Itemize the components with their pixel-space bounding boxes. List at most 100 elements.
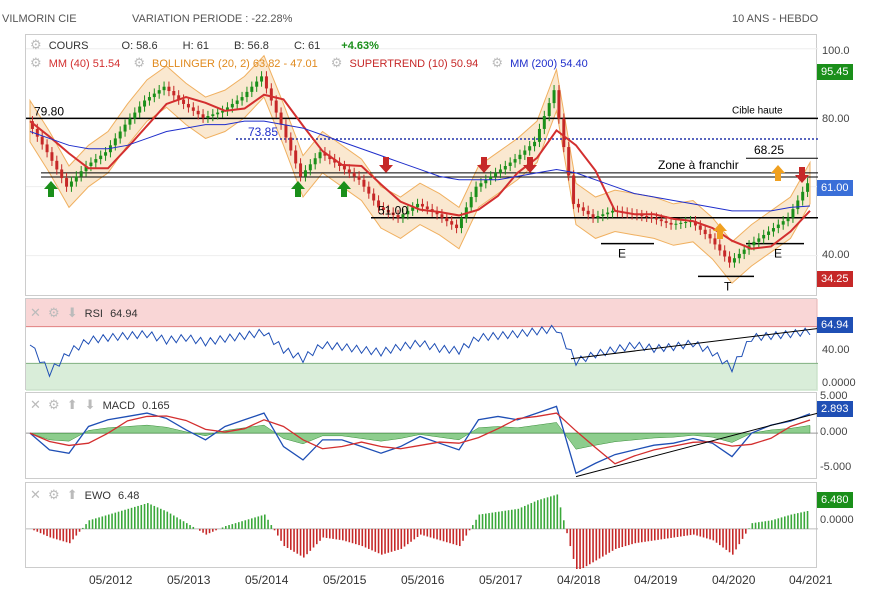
candle-body: [698, 225, 702, 230]
ewo-bar: [163, 510, 165, 529]
ewo-bar: [173, 515, 175, 529]
ewo-bar: [800, 512, 802, 529]
arrow-down-icon[interactable]: ⬇: [66, 305, 78, 320]
candle-body: [167, 86, 171, 92]
ewo-legend: ✕ ⚙ ⬆ EWO 6.48: [30, 487, 139, 503]
gear-icon[interactable]: ⚙: [330, 55, 343, 70]
ewo-bar: [345, 528, 347, 542]
ewo-bar: [663, 528, 666, 539]
ewo-bar: [381, 528, 383, 555]
arrow-down-icon[interactable]: ⬇: [84, 397, 96, 412]
mm40-label[interactable]: MM (40) 51.54: [48, 58, 121, 70]
candle-body: [508, 162, 512, 166]
label-79-80: 79.80: [34, 104, 64, 118]
ewo-bar: [351, 528, 354, 544]
candle-body: [45, 144, 49, 153]
candle-body: [289, 137, 293, 151]
x-tick-label: 04/2018: [557, 573, 601, 587]
ewo-bar: [511, 509, 513, 529]
gear-icon[interactable]: ⚙: [133, 55, 145, 70]
candle-body: [245, 91, 249, 98]
candle-body: [60, 169, 64, 179]
ewo-bar: [91, 519, 94, 529]
candle-body: [274, 100, 278, 113]
ewo-bar: [527, 504, 529, 529]
gear-icon[interactable]: ⚙: [47, 305, 60, 320]
close-icon[interactable]: ✕: [30, 305, 41, 320]
ewo-bar: [637, 528, 640, 543]
candle-body: [664, 221, 668, 223]
sell-arrow-icon: [795, 167, 809, 183]
candle-body: [69, 181, 73, 187]
x-tick-label: 05/2017: [479, 573, 523, 587]
ewo-tick-0: 0.0000: [820, 514, 854, 526]
ewo-bar: [498, 511, 500, 529]
candle-body: [762, 234, 766, 239]
label-e2: E: [774, 247, 782, 261]
candle-body: [269, 88, 273, 101]
ewo-bar: [225, 526, 227, 529]
candle-body: [659, 219, 663, 222]
ewo-bar: [771, 520, 773, 529]
ewo-bar: [485, 513, 487, 529]
bollinger-label[interactable]: BOLLINGER (20, 2) 63.82 - 47.01: [152, 58, 318, 70]
ewo-bar: [579, 528, 581, 570]
rsi-tick-40: 40.00: [822, 344, 850, 356]
ewo-bar: [784, 516, 786, 529]
price-panel: 79.80 73.85 68.25 51.00 Cible haute Zone à fr…: [25, 34, 818, 296]
ewo-bar: [787, 515, 789, 529]
buy-arrow-icon: [771, 165, 785, 181]
candle-body: [693, 221, 697, 226]
buy-arrow-icon: [337, 181, 351, 197]
candle-body: [586, 210, 590, 215]
ewo-bar: [182, 521, 185, 529]
candle-body: [776, 224, 780, 229]
ewo-bar: [472, 525, 474, 529]
candle-body: [450, 221, 454, 225]
ewo-bar: [202, 528, 204, 533]
ewo-bar: [790, 514, 793, 529]
ewo-bar: [257, 516, 260, 529]
ewo-bar: [153, 505, 156, 529]
ewo-bar: [615, 528, 617, 549]
candle-body: [723, 250, 727, 257]
ewo-bar: [520, 507, 523, 529]
ewo-bar: [667, 528, 669, 539]
candle-body: [801, 191, 805, 201]
gear-icon[interactable]: ⚙: [30, 55, 42, 70]
period-label[interactable]: 10 ANS - HEBDO: [732, 13, 819, 25]
candle-body: [177, 95, 181, 100]
ewo-bar: [264, 514, 266, 529]
ewo-bar: [751, 523, 754, 529]
candle-body: [284, 124, 288, 138]
candle-body: [606, 212, 610, 215]
gear-icon[interactable]: ⚙: [30, 37, 42, 52]
price-legend-row1: ⚙ COURS O: 58.6 H: 61 B: 56.8 C: 61 +4.6…: [30, 37, 379, 53]
candle-body: [411, 207, 415, 211]
ewo-bar: [764, 521, 767, 529]
label-e1: E: [618, 247, 626, 261]
arrow-up-icon[interactable]: ⬆: [66, 487, 78, 502]
ewo-bar: [624, 528, 627, 547]
close-icon[interactable]: ✕: [30, 487, 41, 502]
close-icon[interactable]: ✕: [30, 397, 41, 412]
gear-icon[interactable]: ⚙: [47, 397, 60, 412]
ewo-bar: [540, 499, 542, 529]
macd-legend: ✕ ⚙ ⬆ ⬇ MACD 0.165: [30, 397, 170, 413]
ewo-bar: [88, 520, 91, 529]
mm200-label[interactable]: MM (200) 54.40: [510, 58, 588, 70]
ewo-bar: [530, 503, 533, 529]
arrow-up-icon[interactable]: ⬆: [66, 397, 78, 412]
ewo-bar: [507, 510, 510, 529]
ewo-bar: [767, 520, 770, 529]
candle-body: [50, 152, 54, 161]
ewo-bar: [251, 518, 253, 529]
ewo-bar: [137, 505, 139, 529]
top-bar: VILMORIN CIE VARIATION PERIODE : -22.28%…: [0, 0, 885, 34]
gear-icon[interactable]: ⚙: [491, 55, 504, 70]
candle-body: [479, 183, 483, 187]
ewo-bar: [192, 526, 195, 529]
supertrend-label[interactable]: SUPERTREND (10) 50.94: [349, 58, 479, 70]
candle-body: [708, 234, 712, 239]
gear-icon[interactable]: ⚙: [47, 487, 60, 502]
